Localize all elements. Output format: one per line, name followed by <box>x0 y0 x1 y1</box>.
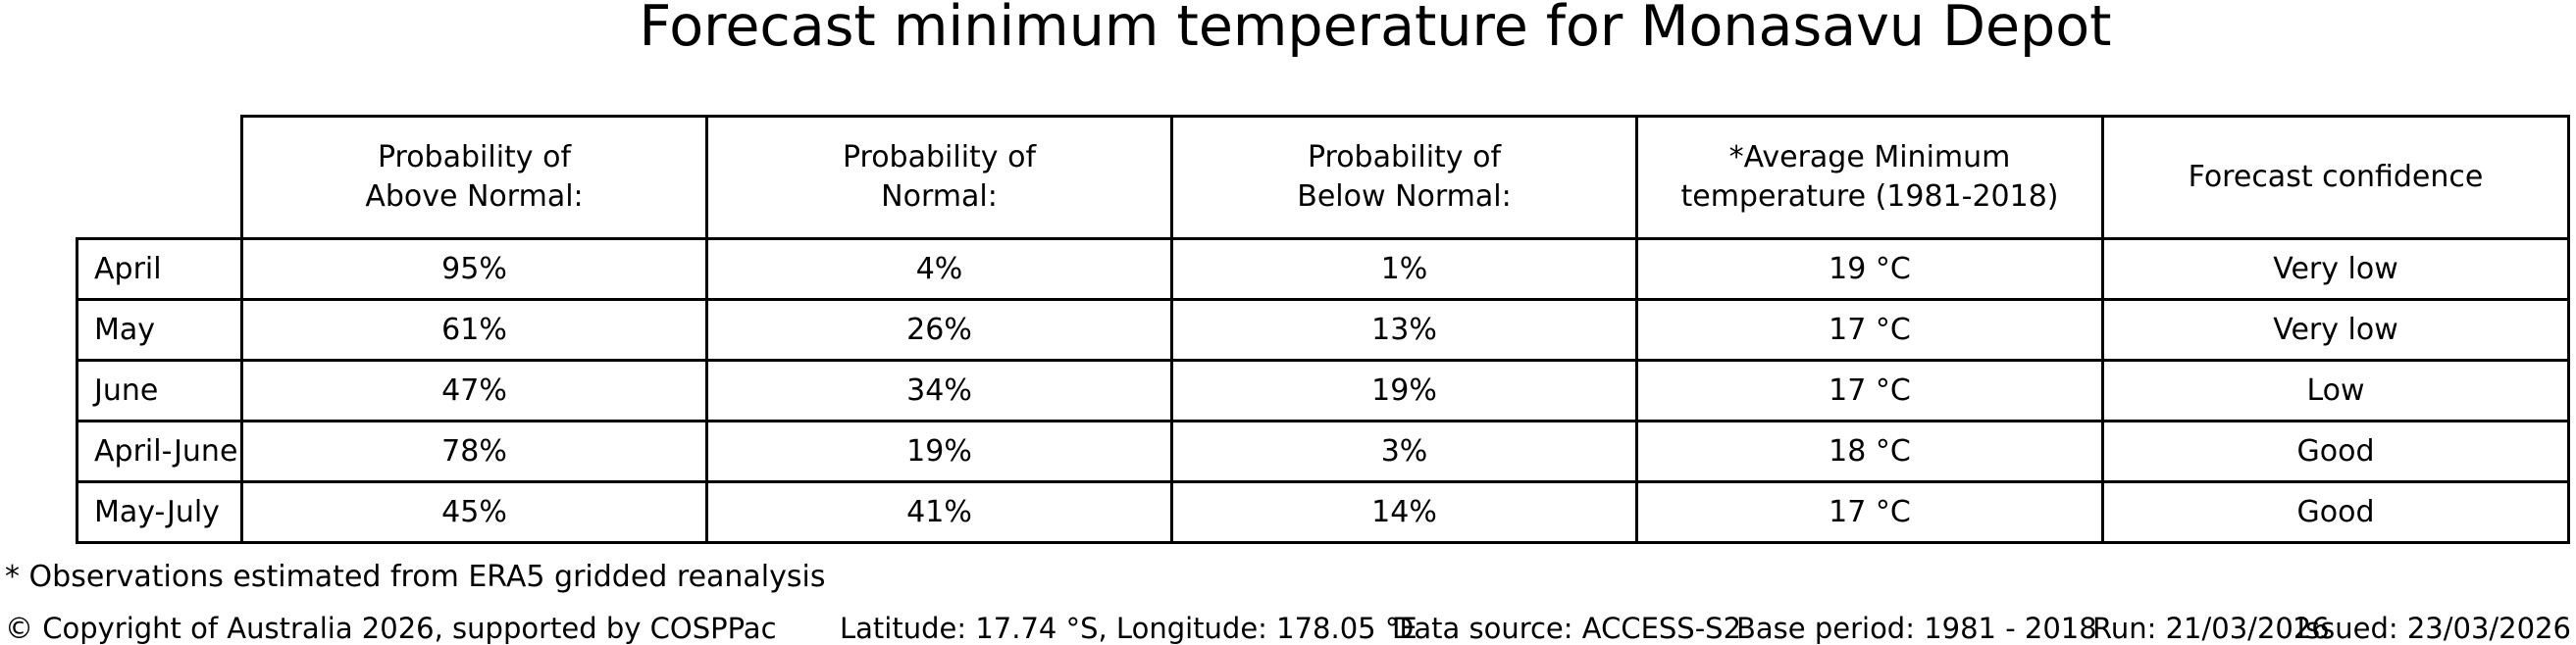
column-header-forecast-confidence: Forecast confidence <box>2101 115 2570 240</box>
copyright-text: © Copyright of Australia 2026, supported… <box>5 612 777 645</box>
cell-below-normal: 3% <box>1170 420 1638 483</box>
column-header-normal: Probability of Normal: <box>705 115 1173 240</box>
row-label: June <box>76 359 243 422</box>
row-label: May-July <box>76 480 243 544</box>
column-header-average-min-temp: *Average Minimum temperature (1981-2018) <box>1635 115 2104 240</box>
table-row-june: June 47% 34% 19% 17 °C Low <box>76 359 2570 422</box>
cell-above-normal: 61% <box>240 298 708 362</box>
cell-average-min-temp: 19 °C <box>1635 237 2104 301</box>
issued-date-text: Issued: 23/03/2026 <box>2296 612 2571 645</box>
cell-average-min-temp: 17 °C <box>1635 359 2104 422</box>
cell-average-min-temp: 18 °C <box>1635 420 2104 483</box>
table-row-april-june: April-June 78% 19% 3% 18 °C Good <box>76 420 2570 483</box>
cell-below-normal: 19% <box>1170 359 1638 422</box>
cell-average-min-temp: 17 °C <box>1635 480 2104 544</box>
cell-below-normal: 1% <box>1170 237 1638 301</box>
table-row-april: April 95% 4% 1% 19 °C Very low <box>76 237 2570 301</box>
location-text: Latitude: 17.74 °S, Longitude: 178.05 °E <box>840 612 1417 645</box>
cell-below-normal: 14% <box>1170 480 1638 544</box>
cell-normal: 41% <box>705 480 1173 544</box>
cell-above-normal: 95% <box>240 237 708 301</box>
cell-normal: 34% <box>705 359 1173 422</box>
row-label: April-June <box>76 420 243 483</box>
column-header-above-normal: Probability of Above Normal: <box>240 115 708 240</box>
column-header-below-normal: Probability of Below Normal: <box>1170 115 1638 240</box>
page-title: Forecast minimum temperature for Monasav… <box>639 0 2112 59</box>
cell-forecast-confidence: Very low <box>2101 237 2570 301</box>
cell-forecast-confidence: Very low <box>2101 298 2570 362</box>
run-date-text: Run: 21/03/2026 <box>2092 612 2330 645</box>
cell-above-normal: 47% <box>240 359 708 422</box>
cell-above-normal: 78% <box>240 420 708 483</box>
base-period-text: Base period: 1981 - 2018 <box>1736 612 2097 645</box>
corner-empty-cell <box>77 117 242 239</box>
observations-footnote: * Observations estimated from ERA5 gridd… <box>5 560 826 594</box>
cell-forecast-confidence: Low <box>2101 359 2570 422</box>
cell-above-normal: 45% <box>240 480 708 544</box>
data-source-text: Data source: ACCESS-S2 <box>1392 612 1742 645</box>
table-row-may: May 61% 26% 13% 17 °C Very low <box>76 298 2570 362</box>
cell-forecast-confidence: Good <box>2101 420 2570 483</box>
cell-below-normal: 13% <box>1170 298 1638 362</box>
cell-normal: 19% <box>705 420 1173 483</box>
cell-average-min-temp: 17 °C <box>1635 298 2104 362</box>
forecast-table: Probability of Above Normal: Probability… <box>76 115 2570 544</box>
table-row-may-july: May-July 45% 41% 14% 17 °C Good <box>76 480 2570 544</box>
cell-forecast-confidence: Good <box>2101 480 2570 544</box>
row-label: April <box>76 237 243 301</box>
cell-normal: 26% <box>705 298 1173 362</box>
table-header-row: Probability of Above Normal: Probability… <box>77 115 2570 240</box>
row-label: May <box>76 298 243 362</box>
cell-normal: 4% <box>705 237 1173 301</box>
